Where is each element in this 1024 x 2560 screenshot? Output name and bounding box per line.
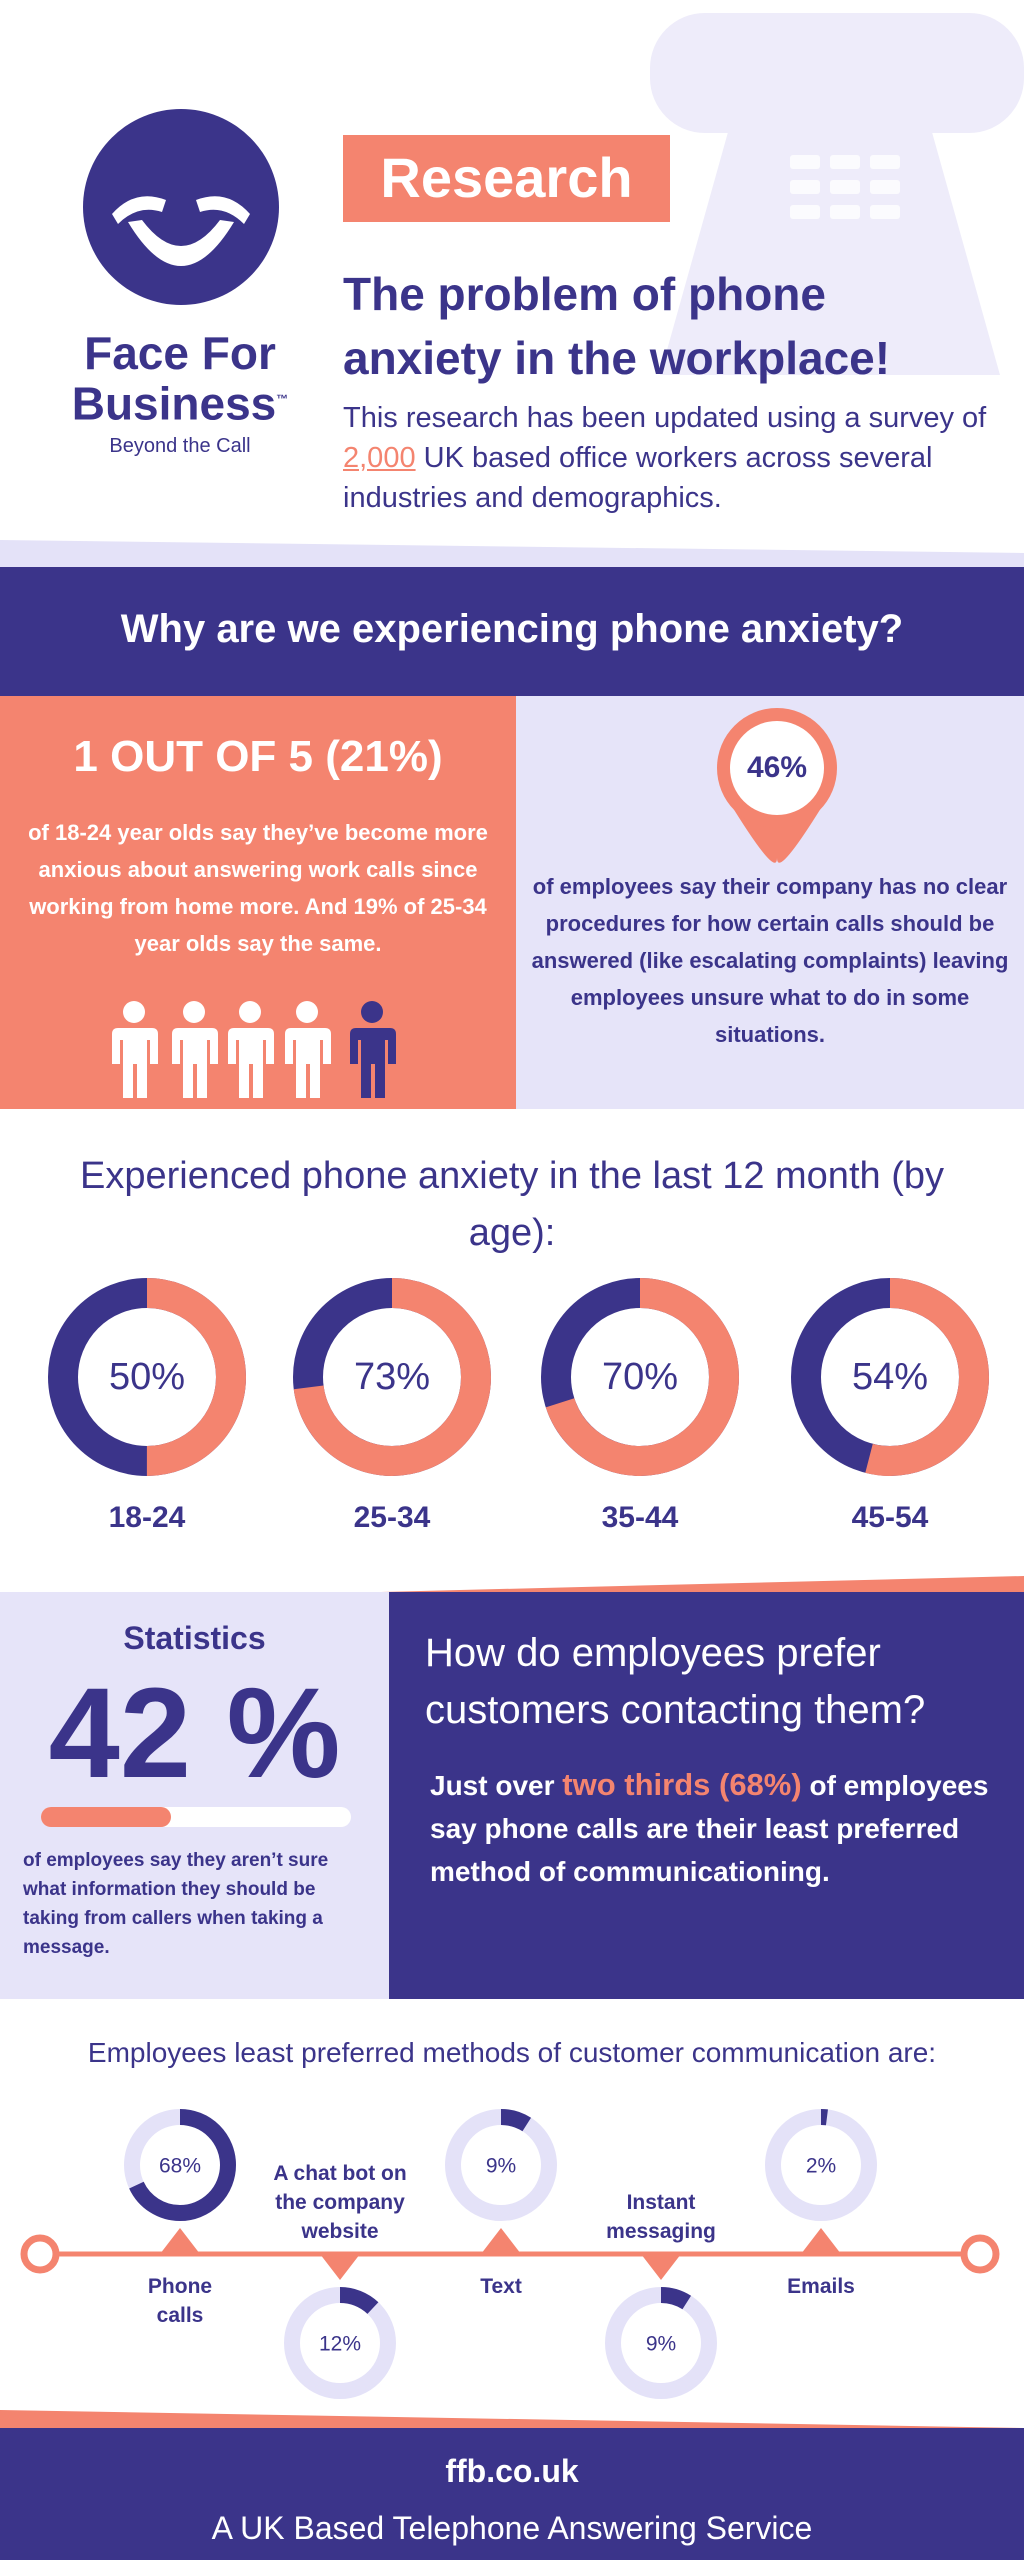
trademark: ™ (276, 392, 289, 406)
brand-line: Face For (84, 327, 276, 379)
category-label: 25-34 (354, 1501, 431, 1534)
connector (320, 2254, 360, 2280)
badge-background (343, 135, 670, 222)
right-stat: 46% (746, 751, 808, 784)
stats-text: of employees say they aren’t sure what i… (23, 1850, 329, 1958)
stats-label: Statistics (123, 1620, 266, 1656)
stats-heading: How do employees prefer customers contac… (425, 1631, 926, 1732)
pin (717, 708, 837, 863)
connector (641, 2254, 681, 2280)
description-text: UK based office workers across several i… (343, 442, 933, 514)
paragraph-text: Just over (430, 1770, 563, 1801)
donut-segment (293, 1278, 491, 1476)
donut-value-label: 54% (852, 1356, 928, 1398)
donut-value-label: 2% (806, 2155, 836, 2178)
donut-segment (445, 2109, 557, 2221)
category-label: A chat bot on the company website (273, 2162, 407, 2243)
brand-name: Face For Business™ (40, 330, 320, 426)
person-body (350, 1028, 396, 1098)
big-stat: 42 % (48, 1662, 341, 1805)
category-label: Instant messaging (606, 2191, 716, 2243)
description: This research has been updated using a s… (343, 398, 1003, 518)
donut-value-label: 68% (159, 2155, 201, 2178)
category-label: 18-24 (109, 1501, 186, 1534)
highlight: two thirds (68%) (562, 1767, 802, 1802)
connector (481, 2228, 521, 2254)
title-line: The problem of phone (343, 268, 826, 320)
donut-value-label: 9% (646, 2333, 676, 2356)
chart-title: Experienced phone anxiety in the last 12… (80, 1155, 944, 1254)
person-head (183, 1001, 205, 1023)
description-text: This research has been updated using a s… (343, 402, 987, 434)
donut-value-label: 73% (354, 1356, 430, 1398)
heading-band (0, 567, 1024, 696)
people-icons (112, 1001, 396, 1098)
donut-value-label: 9% (486, 2155, 516, 2178)
title-line: anxiety in the workplace! (343, 332, 891, 384)
left-text: of 18-24 year olds say they’ve become mo… (28, 820, 488, 956)
phone-illustration (650, 13, 1024, 375)
survey-link[interactable]: 2,000 (343, 442, 416, 474)
website[interactable]: ffb.co.uk (445, 2453, 579, 2489)
logo (83, 109, 279, 305)
category-label: Text (480, 2275, 522, 2298)
donut-segment (48, 1278, 246, 1476)
right-text: of employees say their company has no cl… (531, 874, 1009, 1047)
category-label: 35-44 (602, 1501, 679, 1534)
donut-value-label: 70% (602, 1356, 678, 1398)
category-label: Phone calls (147, 2275, 213, 2327)
paragraph-text: of employees say phone calls are their l… (430, 1770, 989, 1887)
donut-value-label: 12% (319, 2333, 361, 2356)
footer-band (0, 2428, 1024, 2560)
category-label: 45-54 (852, 1501, 929, 1534)
donut-segment (124, 2109, 236, 2221)
donut-segment (791, 1278, 989, 1476)
title: The problem of phone anxiety in the work… (343, 262, 890, 390)
brand-tagline: Beyond the Call (109, 435, 251, 457)
connector (801, 2228, 841, 2254)
donut-value-label: 50% (109, 1356, 185, 1398)
person-body (285, 1028, 331, 1098)
person-head (296, 1001, 318, 1023)
donut-segment (605, 2287, 717, 2399)
person-body (228, 1028, 274, 1098)
chart-title: Employees least preferred methods of cus… (87, 2037, 937, 2068)
donut-segment (284, 2287, 396, 2399)
badge: Research (380, 146, 633, 209)
person-body (112, 1028, 158, 1098)
person-head (123, 1001, 145, 1023)
donut-segment (541, 1278, 739, 1476)
left-stat: 1 OUT OF 5 (21%) (73, 732, 443, 781)
donut-segment (765, 2109, 877, 2221)
person-head (361, 1001, 383, 1023)
person-body (172, 1028, 218, 1098)
stats-paragraph: Just over two thirds (68%) of employees … (430, 1763, 990, 1893)
connector (160, 2228, 200, 2254)
brand-line: Business™ (71, 377, 289, 430)
category-label: Emails (787, 2275, 855, 2298)
person-head (239, 1001, 261, 1023)
section-heading: Why are we experiencing phone anxiety? (120, 607, 904, 651)
progress-fill (41, 1807, 171, 1827)
footer-tagline: A UK Based Telephone Answering Service (211, 2510, 813, 2546)
